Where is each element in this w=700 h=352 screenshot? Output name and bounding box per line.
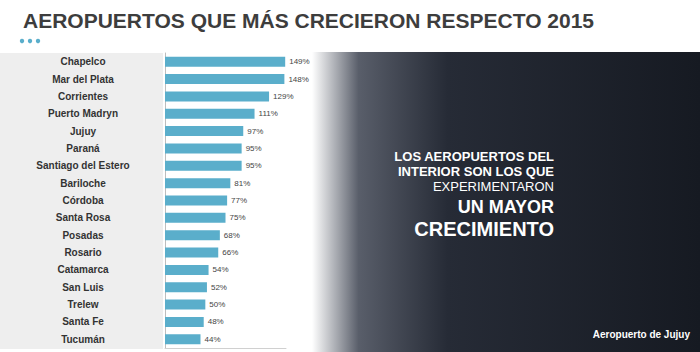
svg-text:148%: 148% (288, 75, 308, 84)
svg-text:Rosario: Rosario (64, 247, 101, 258)
svg-text:95%: 95% (246, 161, 262, 170)
html-text:Aeropuerto de Jujuy: Aeropuerto de Jujuy (592, 329, 690, 340)
svg-text:68%: 68% (224, 231, 240, 240)
svg-text:95%: 95% (246, 144, 262, 153)
html-text:LOS AEROPUERTOS DEL: LOS AEROPUERTOS DEL (394, 149, 554, 164)
svg-text:Corrientes: Corrientes (58, 91, 108, 102)
html-text:CRECIMIENTO: CRECIMIENTO (414, 217, 554, 240)
html-text:INTERIOR SON LOS QUE: INTERIOR SON LOS QUE (398, 163, 554, 179)
svg-text:Santa Fe: Santa Fe (62, 316, 104, 327)
svg-text:Posadas: Posadas (62, 230, 104, 241)
svg-text:Mar del Plata: Mar del Plata (52, 74, 114, 85)
svg-text:129%: 129% (273, 92, 293, 101)
svg-text:75%: 75% (230, 213, 246, 222)
svg-text:111%: 111% (259, 109, 278, 118)
svg-text:Santa Rosa: Santa Rosa (56, 212, 111, 223)
svg-text:Córdoba: Córdoba (62, 195, 104, 206)
svg-text:97%: 97% (247, 127, 263, 136)
svg-text:48%: 48% (208, 317, 224, 326)
svg-text:Paraná: Paraná (66, 143, 100, 154)
svg-text:Chapelco: Chapelco (60, 56, 105, 67)
svg-text:54%: 54% (213, 265, 229, 274)
svg-text:Puerto Madryn: Puerto Madryn (48, 108, 118, 119)
svg-text:149%: 149% (289, 57, 309, 66)
svg-text:77%: 77% (231, 196, 247, 205)
svg-text:Bariloche: Bariloche (60, 178, 106, 189)
svg-text:50%: 50% (209, 300, 225, 309)
svg-text:Trelew: Trelew (67, 299, 98, 310)
svg-text:AEROPUERTOS QUE MÁS CRECIERON: AEROPUERTOS QUE MÁS CRECIERON RESPECTO 2… (23, 9, 594, 32)
svg-text:Santiago del Estero: Santiago del Estero (36, 160, 129, 171)
svg-text:44%: 44% (204, 335, 220, 344)
svg-text:San Luis: San Luis (62, 282, 104, 293)
svg-text:66%: 66% (222, 248, 238, 257)
svg-text:Tucumán: Tucumán (61, 334, 105, 345)
svg-text:81%: 81% (234, 179, 250, 188)
html-text:UN MAYOR: UN MAYOR (457, 196, 554, 217)
svg-text:Jujuy: Jujuy (70, 126, 97, 137)
html-text:EXPERIMENTARON: EXPERIMENTARON (432, 178, 554, 194)
svg-text:52%: 52% (211, 283, 227, 292)
svg-text:Catamarca: Catamarca (57, 264, 109, 275)
